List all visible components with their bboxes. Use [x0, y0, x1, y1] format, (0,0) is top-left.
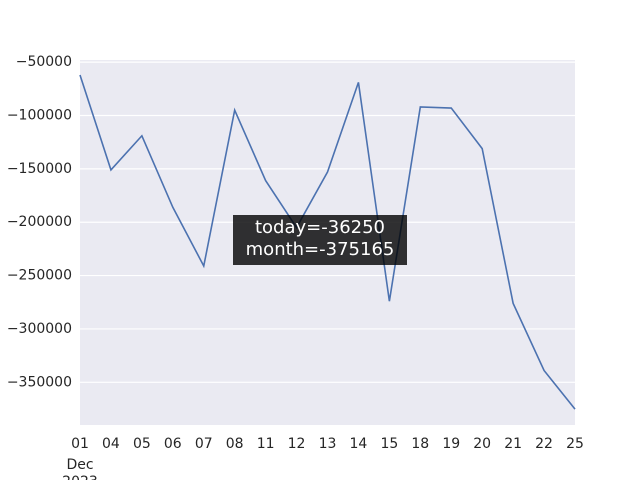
x-tick-label: 21: [504, 436, 522, 452]
y-tick-label: −250000: [7, 268, 72, 284]
y-tick-label: −100000: [7, 107, 72, 123]
x-sublabel: 2023: [62, 474, 98, 480]
x-tick-label: 01: [71, 436, 89, 452]
x-tick-label: 20: [473, 436, 491, 452]
x-tick-label: 13: [319, 436, 337, 452]
y-tick-label: −200000: [7, 214, 72, 230]
x-tick-label: 05: [133, 436, 151, 452]
x-tick-label: 18: [411, 436, 429, 452]
x-tick-label: 06: [164, 436, 182, 452]
line: [79, 74, 576, 410]
x-tick-label: 08: [226, 436, 244, 452]
x-tick-label: 12: [288, 436, 306, 452]
x-tick-label: 14: [350, 436, 368, 452]
y-tick-label: −300000: [7, 321, 72, 337]
x-tick-label: 11: [257, 436, 275, 452]
annotation-box: [233, 215, 407, 265]
x-tick-label: 22: [535, 436, 553, 452]
y-tick-label: −350000: [7, 374, 72, 390]
y-tick-label: −150000: [7, 161, 72, 177]
annotation: month=-375165: [246, 239, 395, 260]
x-tick-label: 19: [442, 436, 460, 452]
x-tick-label: 07: [195, 436, 213, 452]
x-tick-label: 04: [102, 436, 120, 452]
y-tick-label: −50000: [16, 54, 72, 70]
x-tick-label: 25: [566, 436, 584, 452]
x-sublabel: Dec: [66, 457, 93, 473]
annotation: today=-36250: [255, 217, 385, 238]
x-tick-label: 15: [380, 436, 398, 452]
